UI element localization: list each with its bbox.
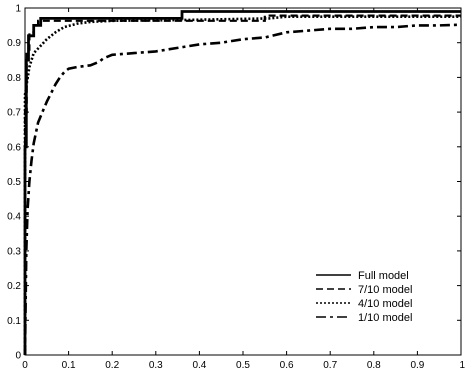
y-tick-label: 0.5 bbox=[7, 177, 21, 188]
legend-label-1: Full model bbox=[358, 270, 409, 282]
legend: Full model 7/10 model 4/10 model 1/10 model bbox=[316, 270, 412, 324]
x-tick-label: 0.6 bbox=[280, 360, 294, 371]
y-tick-label: 0.3 bbox=[7, 246, 21, 257]
y-tick-label: 0.7 bbox=[7, 108, 21, 119]
x-tick-label: 0.2 bbox=[105, 360, 119, 371]
legend-label-2: 7/10 model bbox=[358, 284, 412, 296]
series-line-3 bbox=[23, 15, 461, 355]
x-tick-label: 0 bbox=[22, 360, 28, 371]
y-tick-label: 0.9 bbox=[7, 38, 21, 49]
x-tick-label: 0.1 bbox=[62, 360, 76, 371]
x-tick-label: 0.5 bbox=[236, 360, 250, 371]
y-tick-label: 0 bbox=[15, 351, 21, 362]
x-tick-label: 0.9 bbox=[410, 360, 424, 371]
x-tick-label: 0.8 bbox=[367, 360, 381, 371]
x-tick-label: 0.7 bbox=[323, 360, 337, 371]
y-tick-label: 0.2 bbox=[7, 281, 21, 292]
legend-label-3: 4/10 model bbox=[358, 298, 412, 310]
x-tick-label: 1 bbox=[459, 360, 465, 371]
y-tick-label: 0.4 bbox=[7, 212, 21, 223]
x-tick-label: 0.3 bbox=[149, 360, 163, 371]
plot-area bbox=[25, 8, 461, 355]
x-tick-label: 0.4 bbox=[192, 360, 206, 371]
series-line-4 bbox=[23, 23, 462, 356]
y-tick-label: 0.1 bbox=[7, 316, 21, 327]
y-tick-label: 0.6 bbox=[7, 142, 21, 153]
y-tick-label: 1 bbox=[15, 4, 21, 15]
tick-layer: 0 0.1 0.2 0.3 0.4 0.5 0.6 0.7 0.8 0.9 1 0 0.1 0.2 0.3 0… bbox=[7, 4, 465, 372]
y-tick-label: 0.8 bbox=[7, 73, 21, 84]
legend-label-4: 1/10 model bbox=[358, 312, 412, 324]
